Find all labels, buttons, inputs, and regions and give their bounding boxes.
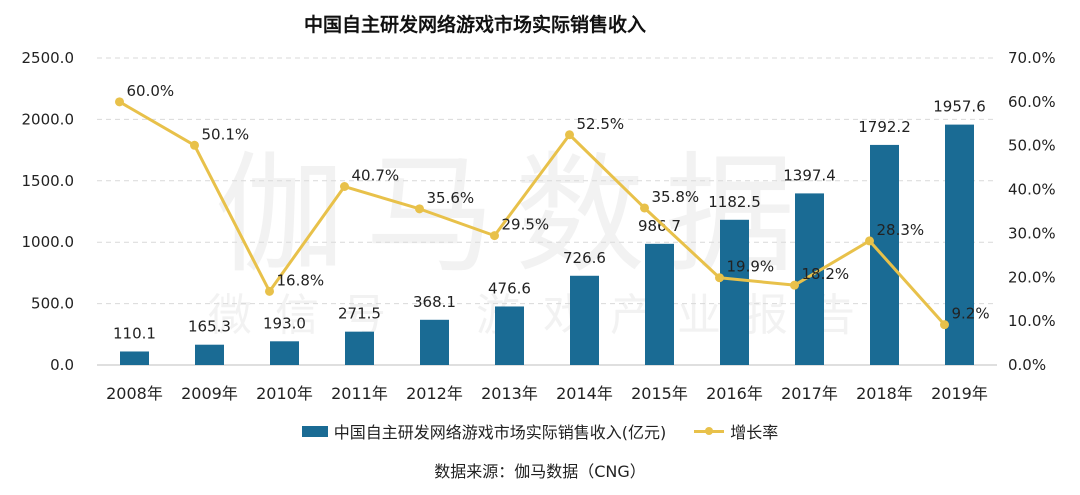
x-tick-label: 2012年 <box>406 384 463 403</box>
growth-data-label: 40.7% <box>352 167 400 185</box>
x-tick-label: 2014年 <box>556 384 613 403</box>
growth-point <box>790 280 799 290</box>
growth-point <box>190 140 199 150</box>
growth-line <box>118 100 946 326</box>
bar-data-label: 110.1 <box>113 324 156 342</box>
bar-data-label: 271.5 <box>338 305 381 323</box>
x-tick-label: 2009年 <box>181 384 238 403</box>
legend-label-growth: 增长率 <box>730 423 779 442</box>
y-right-tick-label: 20.0% <box>1008 268 1056 286</box>
bar-data-label: 1397.4 <box>783 166 836 184</box>
bar-data-label: 193.0 <box>263 314 306 332</box>
y-right-tick-label: 40.0% <box>1008 181 1056 199</box>
bar <box>795 193 824 365</box>
growth-data-label: 29.5% <box>502 216 550 234</box>
x-tick-label: 2015年 <box>631 384 688 403</box>
growth-point <box>940 320 949 330</box>
growth-point <box>565 130 574 140</box>
growth-data-label: 60.0% <box>127 82 175 100</box>
chart-legend: 中国自主研发网络游戏市场实际销售收入(亿元) 增长率 <box>0 419 1080 443</box>
bar-data-label: 1792.2 <box>858 118 911 136</box>
bar <box>570 275 599 365</box>
bar <box>495 306 524 365</box>
watermark-char: 微 <box>208 290 252 341</box>
bar-data-label: 165.3 <box>188 318 231 336</box>
growth-point <box>715 273 724 283</box>
growth-point <box>265 286 274 296</box>
watermark-char: 信 <box>275 290 319 341</box>
bar-data-label: 1182.5 <box>708 193 761 211</box>
y-left-tick-label: 2000.0 <box>22 110 75 128</box>
y-right-tick-label: 30.0% <box>1008 224 1056 242</box>
x-tick-label: 2011年 <box>331 384 388 403</box>
bar <box>945 124 974 365</box>
bar-data-label: 986.7 <box>638 217 681 235</box>
bar <box>270 341 299 365</box>
x-tick-label: 2010年 <box>256 384 313 403</box>
watermark-char: 业 <box>677 290 721 341</box>
y-right-tick-label: 50.0% <box>1008 137 1056 155</box>
bar <box>420 319 449 365</box>
bar <box>645 243 674 365</box>
watermark-char: 马 <box>365 139 495 291</box>
bar-data-label: 1957.6 <box>933 98 986 116</box>
legend-line-swatch <box>694 425 725 437</box>
bar-data-label: 726.6 <box>563 249 606 267</box>
watermark-char: 数 <box>515 139 645 291</box>
data-source: 数据来源：伽马数据（CNG） <box>434 462 646 481</box>
x-tick-label: 2016年 <box>706 384 763 403</box>
watermark-char: 报 <box>744 290 788 341</box>
x-tick-label: 2017年 <box>781 384 838 403</box>
bar <box>195 344 224 365</box>
bar <box>870 144 899 365</box>
growth-point <box>340 182 349 192</box>
growth-data-label: 35.6% <box>427 189 475 207</box>
bar <box>345 331 374 365</box>
growth-point <box>115 97 124 107</box>
growth-point <box>490 231 499 241</box>
growth-data-label: 35.8% <box>652 188 700 206</box>
y-left-tick-label: 500.0 <box>31 295 74 313</box>
growth-data-label: 18.2% <box>802 265 850 283</box>
growth-data-label: 52.5% <box>577 115 625 133</box>
y-right-tick-label: 60.0% <box>1008 93 1056 111</box>
legend-bar-swatch <box>301 425 328 437</box>
y-left-tick-label: 0.0 <box>50 356 74 374</box>
bar-data-label: 368.1 <box>413 293 456 311</box>
chart-title: 中国自主研发网络游戏市场实际销售收入 <box>303 14 646 36</box>
bar <box>120 351 149 365</box>
x-tick-label: 2008年 <box>106 384 163 403</box>
x-tick-label: 2013年 <box>481 384 538 403</box>
growth-data-label: 9.2% <box>952 305 990 323</box>
growth-point <box>640 203 649 213</box>
legend-item-revenue: 中国自主研发网络游戏市场实际销售收入(亿元) <box>301 419 667 443</box>
bar-data-label: 476.6 <box>488 279 531 297</box>
x-tick-label: 2018年 <box>856 384 913 403</box>
y-right-tick-label: 70.0% <box>1008 49 1056 67</box>
y-left-tick-label: 1500.0 <box>22 172 75 190</box>
growth-data-label: 16.8% <box>277 271 325 289</box>
legend-label-revenue: 中国自主研发网络游戏市场实际销售收入(亿元) <box>333 423 667 442</box>
y-left-tick-label: 1000.0 <box>22 233 75 251</box>
bar <box>720 219 749 365</box>
y-right-tick-label: 10.0% <box>1008 312 1056 330</box>
x-tick-label: 2019年 <box>931 384 988 403</box>
growth-point <box>415 204 424 214</box>
y-left-tick-label: 2500.0 <box>22 49 75 67</box>
legend-item-growth: 增长率 <box>694 419 778 443</box>
growth-data-label: 28.3% <box>877 221 925 239</box>
growth-point <box>865 236 874 246</box>
y-right-tick-label: 0.0% <box>1008 356 1046 374</box>
growth-data-label: 50.1% <box>202 125 250 143</box>
growth-data-label: 19.9% <box>727 258 775 276</box>
